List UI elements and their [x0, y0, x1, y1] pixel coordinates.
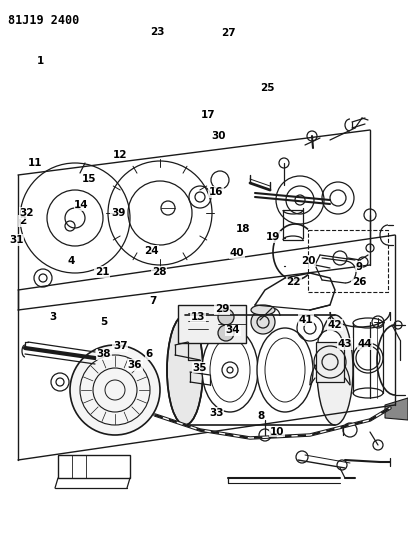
Text: 12: 12 — [113, 150, 128, 159]
Text: 2: 2 — [19, 216, 26, 226]
Ellipse shape — [167, 315, 203, 425]
Text: 26: 26 — [352, 278, 366, 287]
Text: 30: 30 — [211, 131, 226, 141]
Text: 28: 28 — [152, 267, 166, 277]
Text: 9: 9 — [355, 262, 363, 271]
Text: 3: 3 — [49, 312, 57, 322]
Text: 13: 13 — [191, 312, 205, 322]
Text: 41: 41 — [299, 315, 313, 325]
Bar — [316, 342, 344, 382]
Text: 20: 20 — [301, 256, 315, 266]
Text: 35: 35 — [193, 363, 207, 373]
Text: 31: 31 — [9, 235, 24, 245]
Circle shape — [251, 310, 275, 334]
Text: 6: 6 — [145, 350, 153, 359]
Text: 24: 24 — [144, 246, 158, 255]
Text: 7: 7 — [149, 296, 157, 306]
Text: 21: 21 — [95, 267, 109, 277]
Ellipse shape — [353, 343, 383, 373]
Text: 42: 42 — [327, 320, 342, 330]
Text: 81J19 2400: 81J19 2400 — [8, 14, 79, 27]
Ellipse shape — [317, 315, 353, 425]
Text: 4: 4 — [68, 256, 75, 266]
Text: 17: 17 — [201, 110, 215, 119]
Bar — [178, 305, 246, 343]
Text: 43: 43 — [337, 339, 352, 349]
Text: 19: 19 — [266, 232, 281, 242]
Text: 40: 40 — [229, 248, 244, 258]
Text: 23: 23 — [150, 27, 164, 37]
Text: 29: 29 — [215, 304, 230, 314]
Text: 36: 36 — [127, 360, 142, 370]
Text: 1: 1 — [37, 56, 44, 66]
Circle shape — [70, 345, 160, 435]
Text: 34: 34 — [225, 326, 240, 335]
Polygon shape — [385, 398, 408, 420]
Ellipse shape — [251, 305, 275, 315]
Text: 11: 11 — [27, 158, 42, 167]
Ellipse shape — [318, 330, 342, 354]
Text: 8: 8 — [257, 411, 265, 421]
Text: 32: 32 — [19, 208, 34, 218]
Text: 44: 44 — [358, 339, 373, 349]
Ellipse shape — [353, 318, 383, 328]
Text: 37: 37 — [113, 342, 128, 351]
Text: 33: 33 — [209, 408, 224, 418]
Text: 14: 14 — [74, 200, 89, 210]
Text: 22: 22 — [286, 278, 301, 287]
Text: 25: 25 — [260, 83, 275, 93]
Ellipse shape — [202, 328, 258, 412]
Text: 16: 16 — [209, 187, 224, 197]
Text: 27: 27 — [221, 28, 236, 38]
Text: 10: 10 — [270, 427, 285, 437]
Text: 5: 5 — [100, 318, 108, 327]
Circle shape — [218, 325, 234, 341]
Ellipse shape — [257, 328, 313, 412]
Text: 38: 38 — [97, 350, 111, 359]
Circle shape — [218, 309, 234, 325]
Text: 15: 15 — [82, 174, 96, 183]
Text: 18: 18 — [235, 224, 250, 234]
Text: 39: 39 — [111, 208, 126, 218]
